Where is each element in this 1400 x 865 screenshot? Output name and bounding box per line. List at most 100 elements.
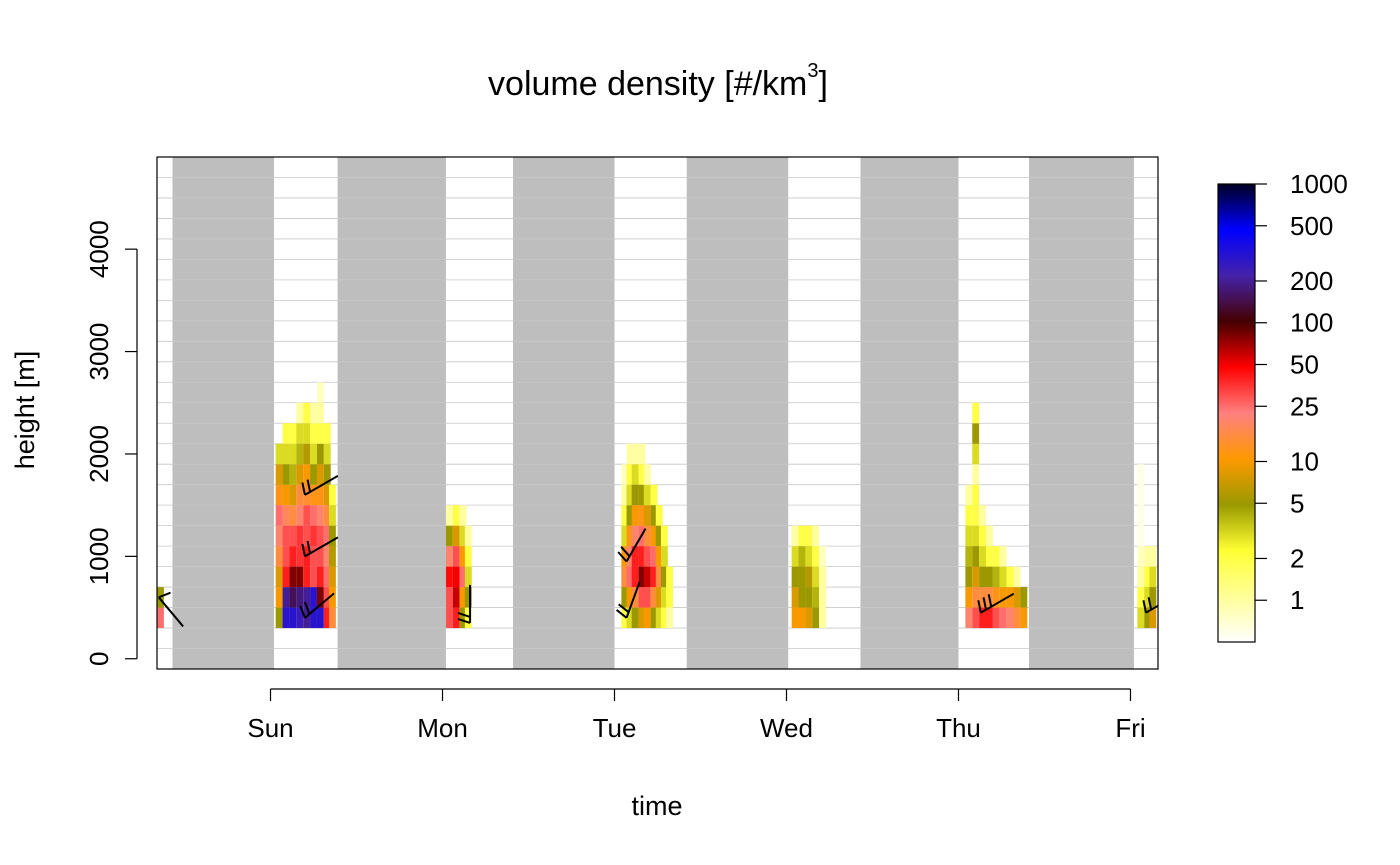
density-cell (812, 566, 820, 588)
density-cell (631, 484, 639, 506)
density-cell (1144, 566, 1152, 588)
wind-barb-feather (617, 551, 628, 563)
density-cell (282, 464, 290, 485)
density-cell (310, 566, 317, 588)
plot-area (156, 156, 1159, 670)
density-cell (275, 587, 283, 608)
density-cell (275, 607, 283, 629)
plot-frame (156, 156, 1159, 670)
density-cell (819, 587, 827, 608)
density-cell (464, 566, 472, 588)
density-cell (621, 607, 629, 629)
density-cell (303, 566, 311, 588)
colorbar-tick-label: 50 (1290, 350, 1319, 380)
density-cell (621, 566, 629, 588)
density-cell (316, 546, 324, 567)
density-cell (445, 546, 453, 567)
density-cell (282, 587, 290, 608)
x-tick-label: Mon (417, 713, 468, 743)
density-cell (1137, 525, 1145, 547)
density-cell (986, 566, 993, 588)
density-cell (445, 566, 453, 588)
density-cell (626, 566, 634, 588)
density-cell (972, 566, 980, 588)
density-cell (289, 546, 297, 567)
density-cell (289, 423, 297, 444)
density-cell (316, 484, 324, 506)
density-cell (972, 423, 980, 444)
density-cell (310, 587, 317, 608)
density-cell (798, 566, 806, 588)
density-cell (805, 607, 813, 629)
density-cell (1137, 587, 1145, 608)
density-cell (452, 525, 460, 547)
colorbar-gradient (1217, 183, 1256, 643)
density-cell (303, 525, 311, 547)
title-superscript: 3 (807, 60, 818, 82)
colorbar-tick-label: 1 (1290, 585, 1304, 615)
density-cell (655, 525, 663, 547)
density-cell (459, 587, 467, 608)
density-cell (275, 443, 283, 465)
density-cell (282, 546, 290, 567)
night-band-1 (337, 157, 446, 669)
density-cell (289, 443, 297, 465)
density-cell (310, 484, 317, 506)
density-cell (972, 546, 980, 567)
density-cell (1144, 607, 1152, 629)
density-cell (303, 587, 311, 608)
density-cell (296, 423, 304, 444)
density-cell (275, 525, 283, 547)
density-cell (965, 484, 973, 506)
density-cell (621, 546, 629, 567)
density-cell (459, 505, 467, 526)
density-cell (1149, 607, 1157, 629)
density-cell (303, 464, 311, 485)
density-cell (1137, 464, 1145, 485)
density-cell (631, 464, 639, 485)
wind-barb-feather (1142, 600, 1147, 613)
density-cell (459, 566, 467, 588)
title-close: ] (819, 65, 828, 103)
wind-barb-feather (457, 617, 471, 624)
density-cell (1149, 546, 1157, 567)
density-cell (310, 402, 317, 424)
density-cell (316, 443, 324, 465)
night-band-0 (172, 157, 274, 669)
density-cell (296, 402, 304, 424)
density-cell (445, 505, 453, 526)
density-cell (666, 607, 673, 629)
density-cell (621, 505, 629, 526)
wind-barb-feather (982, 597, 988, 610)
colorbar-tick-label: 5 (1290, 488, 1304, 518)
density-cell (638, 484, 646, 506)
density-cell (328, 546, 336, 567)
density-cell (157, 607, 164, 629)
wind-barb-feather (977, 600, 982, 613)
density-cell (1006, 587, 1014, 608)
y-tick-label: 1000 (84, 527, 114, 585)
wind-barb-feather (1147, 597, 1153, 610)
density-cell (445, 525, 453, 547)
wind-barb-feather (618, 603, 630, 613)
density-cell (638, 587, 646, 608)
density-cell (310, 443, 317, 465)
density-cell (979, 607, 987, 629)
density-cell (965, 566, 973, 588)
x-tick-label: Fri (1115, 713, 1145, 743)
x-tick-label: Tue (593, 713, 637, 743)
density-cell (275, 546, 283, 567)
density-cell (992, 546, 1000, 567)
density-cell (631, 587, 639, 608)
chart-title: volume density [#/km3] (488, 60, 828, 103)
density-cell (323, 423, 331, 444)
night-band-3 (686, 157, 789, 669)
wind-barb-feather (301, 543, 306, 557)
density-cell (999, 587, 1007, 608)
density-cell (650, 484, 658, 506)
density-cell (452, 587, 460, 608)
density-cell (323, 464, 331, 485)
density-cell (282, 443, 290, 465)
density-cell (655, 566, 663, 588)
density-cell (805, 525, 813, 547)
